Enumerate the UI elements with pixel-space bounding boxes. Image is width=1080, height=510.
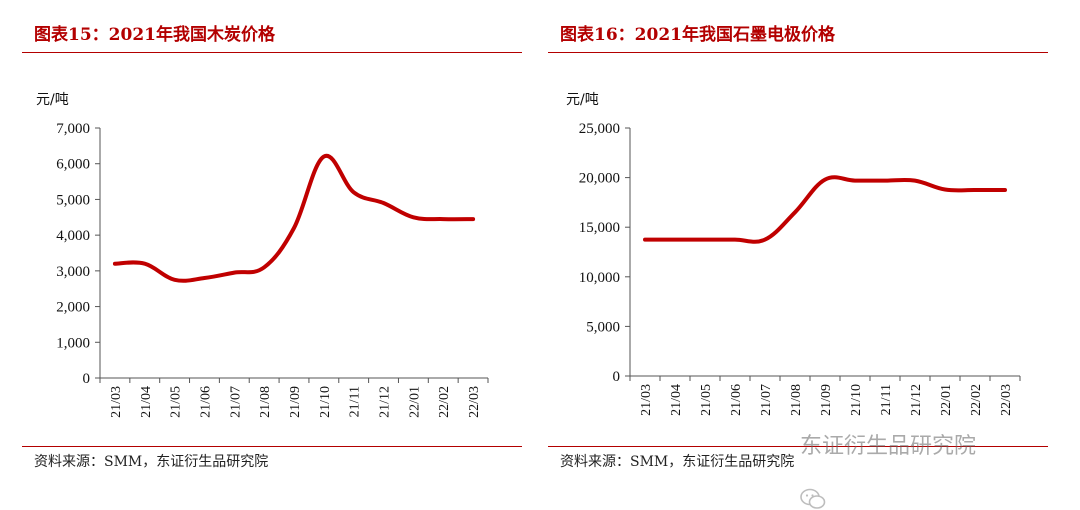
x-tick-label: 22/01: [939, 384, 954, 416]
x-tick-label: 21/07: [228, 386, 243, 418]
y-tick-label: 25,000: [579, 121, 620, 137]
x-tick-label: 21/10: [849, 384, 864, 416]
x-tick-label: 21/12: [909, 384, 924, 416]
x-tick-label: 21/04: [669, 384, 684, 416]
y-tick-label: 10,000: [579, 270, 620, 286]
y-tick-label: 0: [613, 369, 621, 385]
x-tick-label: 21/08: [789, 384, 804, 416]
x-tick-label: 22/01: [407, 386, 422, 418]
title-divider: [548, 52, 1048, 53]
x-tick-label: 21/08: [258, 386, 273, 418]
y-tick-label: 1,000: [56, 335, 90, 351]
y-tick-label: 6,000: [56, 157, 90, 173]
y-unit-label: 元/吨: [36, 92, 69, 108]
y-unit-label: 元/吨: [566, 92, 599, 108]
y-tick-label: 2,000: [56, 300, 90, 316]
charcoal-price-chart: 元/吨 0 1,000 2,000 3,000 4,000 5,000 6,000 7,000 2…: [22, 60, 522, 440]
x-tick-label: 21/03: [109, 386, 124, 418]
watermark: 东证衍生品研究院: [800, 428, 976, 460]
source-note: 资料来源：SMM，东证衍生品研究院: [560, 451, 794, 471]
graphite-electrode-price-chart: 元/吨 0 5,000 10,000 15,000 20,000 25,000 21/03 21…: [548, 60, 1048, 440]
x-tick-label: 22/02: [969, 384, 984, 416]
source-note: 资料来源：SMM，东证衍生品研究院: [34, 451, 268, 471]
x-tick-label: 21/06: [198, 386, 213, 418]
x-tick-label: 22/02: [437, 386, 452, 418]
x-tick-label: 21/06: [729, 384, 744, 416]
source-divider: [22, 446, 522, 447]
x-tick-label: 22/03: [467, 386, 482, 418]
title-divider: [22, 52, 522, 53]
x-tick-label: 21/09: [288, 386, 303, 418]
y-tick-label: 7,000: [56, 121, 90, 137]
wechat-icon: [800, 488, 826, 510]
x-tick-label: 21/10: [318, 386, 333, 418]
series-line: [645, 177, 1005, 242]
x-tick-label: 21/09: [819, 384, 834, 416]
x-tick-label: 21/04: [139, 386, 154, 418]
y-tick-label: 5,000: [56, 192, 90, 208]
chart-panel-graphite: 图表16：2021年我国石墨电极价格 元/吨 0 5,000 10,000 15,000…: [548, 0, 1068, 489]
y-tick-label: 3,000: [56, 264, 90, 280]
y-tick-label: 0: [83, 371, 91, 387]
x-tick-label: 21/11: [879, 384, 894, 415]
x-tick-label: 21/11: [348, 386, 363, 417]
watermark-text: 东证衍生品研究院: [800, 428, 976, 460]
x-tick-label: 21/03: [639, 384, 654, 416]
x-tick-label: 21/05: [169, 386, 184, 418]
chart-title: 图表15：2021年我国木炭价格: [34, 20, 275, 45]
y-tick-label: 5,000: [586, 319, 620, 335]
y-tick-label: 15,000: [579, 220, 620, 236]
x-tick-label: 21/07: [759, 384, 774, 416]
chart-panel-charcoal: 图表15：2021年我国木炭价格 元/吨 0 1,000 2,000 3,000 4,00…: [22, 0, 542, 489]
x-tick-label: 21/05: [699, 384, 714, 416]
y-tick-label: 4,000: [56, 228, 90, 244]
chart-title: 图表16：2021年我国石墨电极价格: [560, 20, 835, 45]
y-tick-label: 20,000: [579, 171, 620, 187]
x-tick-label: 21/12: [378, 386, 393, 418]
series-line: [115, 156, 473, 281]
x-tick-label: 22/03: [999, 384, 1014, 416]
